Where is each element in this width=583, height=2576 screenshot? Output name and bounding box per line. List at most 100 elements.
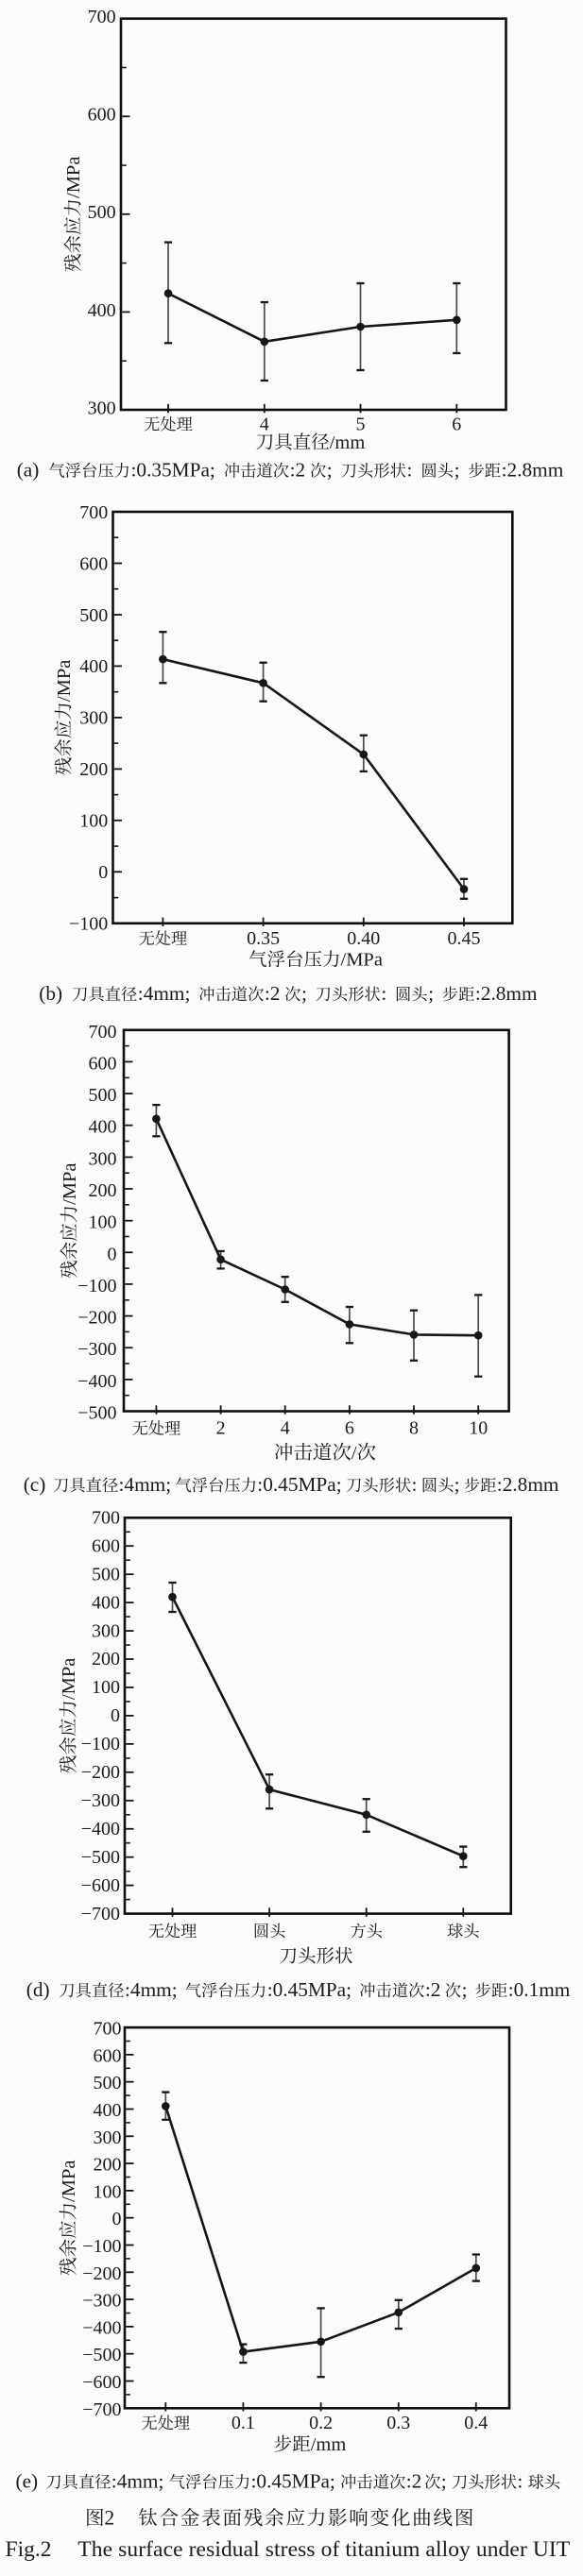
svg-text::: : bbox=[407, 459, 413, 482]
svg-text:400: 400 bbox=[89, 1117, 117, 1138]
svg-text:0: 0 bbox=[108, 1244, 117, 1264]
svg-text:100: 100 bbox=[92, 1677, 120, 1698]
svg-text:−300: −300 bbox=[82, 2291, 121, 2312]
svg-text:−500: −500 bbox=[81, 1847, 120, 1868]
svg-text::4mm;: :4mm; bbox=[111, 2470, 164, 2493]
svg-text:The surface residual stress of: The surface residual stress of titanium … bbox=[77, 2537, 570, 2562]
svg-text:;: ; bbox=[454, 1473, 460, 1496]
svg-text:200: 200 bbox=[94, 2155, 122, 2176]
svg-text:−100: −100 bbox=[82, 2236, 121, 2257]
svg-text:200: 200 bbox=[92, 1649, 120, 1669]
svg-text::2: :2 bbox=[406, 2470, 422, 2493]
svg-text:0.4: 0.4 bbox=[464, 2413, 488, 2433]
svg-text:5: 5 bbox=[356, 414, 366, 434]
svg-text::0.45MPa;: :0.45MPa; bbox=[267, 1978, 352, 2001]
svg-text:Fig.2: Fig.2 bbox=[6, 2537, 52, 2562]
svg-text:0: 0 bbox=[112, 2209, 122, 2229]
svg-text::0.45MPa;: :0.45MPa; bbox=[257, 1473, 341, 1496]
svg-text::4mm;: :4mm; bbox=[138, 982, 191, 1005]
svg-text:/mm: /mm bbox=[311, 2434, 347, 2455]
svg-text::: : bbox=[517, 2470, 523, 2493]
svg-text:−200: −200 bbox=[82, 2263, 121, 2284]
svg-text:0.3: 0.3 bbox=[386, 2413, 410, 2433]
svg-text:/: / bbox=[352, 1443, 357, 1464]
svg-text:8: 8 bbox=[409, 1418, 419, 1439]
svg-text:400: 400 bbox=[92, 1592, 120, 1613]
svg-text:−200: −200 bbox=[77, 1308, 116, 1329]
svg-text:−600: −600 bbox=[81, 1875, 120, 1896]
svg-text::2: :2 bbox=[290, 459, 306, 482]
svg-text:;: ; bbox=[462, 1978, 468, 2001]
svg-text:−200: −200 bbox=[81, 1762, 120, 1783]
svg-text:300: 300 bbox=[79, 708, 108, 729]
svg-text:500: 500 bbox=[88, 202, 116, 223]
svg-text:(b): (b) bbox=[39, 982, 62, 1005]
svg-text:700: 700 bbox=[88, 7, 116, 27]
svg-text:−300: −300 bbox=[81, 1790, 120, 1811]
svg-text:;: ; bbox=[428, 982, 434, 1005]
svg-text:/mm: /mm bbox=[330, 432, 366, 453]
svg-text:300: 300 bbox=[88, 398, 116, 418]
svg-text:4: 4 bbox=[281, 1418, 290, 1439]
svg-text:500: 500 bbox=[89, 1085, 117, 1106]
svg-text:100: 100 bbox=[89, 1212, 117, 1233]
svg-text:200: 200 bbox=[89, 1180, 117, 1201]
svg-text:/MPa: /MPa bbox=[59, 2160, 79, 2201]
svg-text:100: 100 bbox=[94, 2181, 122, 2202]
svg-text:500: 500 bbox=[94, 2073, 122, 2093]
svg-text:0: 0 bbox=[98, 862, 108, 883]
svg-text:−700: −700 bbox=[82, 2399, 121, 2420]
svg-text:6: 6 bbox=[452, 414, 461, 434]
svg-text:;: ; bbox=[441, 2470, 447, 2493]
svg-text:600: 600 bbox=[88, 105, 116, 126]
svg-text:/MPa: /MPa bbox=[54, 660, 75, 702]
svg-text:300: 300 bbox=[92, 1620, 120, 1641]
svg-text:/MPa: /MPa bbox=[59, 1658, 79, 1700]
svg-text:6: 6 bbox=[345, 1418, 354, 1439]
svg-text:500: 500 bbox=[92, 1564, 120, 1585]
svg-text:400: 400 bbox=[94, 2100, 122, 2121]
svg-text:;: ; bbox=[301, 982, 307, 1005]
svg-text:700: 700 bbox=[89, 1022, 117, 1042]
svg-text::4mm;: :4mm; bbox=[119, 1473, 172, 1496]
svg-text:700: 700 bbox=[94, 2019, 122, 2040]
svg-text:−500: −500 bbox=[82, 2345, 121, 2365]
svg-text:;: ; bbox=[327, 459, 333, 482]
svg-text:500: 500 bbox=[79, 605, 108, 626]
svg-text:(e): (e) bbox=[16, 2470, 39, 2493]
svg-text:−600: −600 bbox=[82, 2372, 121, 2393]
svg-text:−500: −500 bbox=[77, 1403, 116, 1424]
svg-text:2: 2 bbox=[104, 2507, 114, 2530]
svg-text:0.40: 0.40 bbox=[347, 928, 380, 949]
svg-text:0: 0 bbox=[111, 1705, 120, 1726]
svg-text::2.8mm: :2.8mm bbox=[475, 982, 538, 1005]
svg-text:−400: −400 bbox=[82, 2317, 121, 2338]
svg-text:−400: −400 bbox=[77, 1371, 116, 1392]
svg-text:−100: −100 bbox=[77, 1276, 116, 1296]
svg-text:600: 600 bbox=[94, 2045, 122, 2066]
svg-text:(d): (d) bbox=[26, 1978, 50, 2001]
svg-text::2: :2 bbox=[265, 982, 281, 1005]
svg-text:200: 200 bbox=[79, 759, 108, 780]
svg-text:2: 2 bbox=[216, 1418, 226, 1439]
svg-text:300: 300 bbox=[89, 1148, 117, 1169]
svg-text::0.1mm: :0.1mm bbox=[508, 1978, 571, 2001]
svg-text:400: 400 bbox=[79, 656, 108, 677]
svg-text:/MPa: /MPa bbox=[63, 157, 84, 198]
svg-text:0.1: 0.1 bbox=[231, 2413, 255, 2433]
svg-text:100: 100 bbox=[79, 811, 108, 832]
svg-text:0.2: 0.2 bbox=[309, 2413, 333, 2433]
svg-text::2.8mm: :2.8mm bbox=[502, 459, 564, 482]
svg-text:(a): (a) bbox=[17, 459, 40, 482]
svg-text:;: ; bbox=[454, 459, 460, 482]
svg-text:600: 600 bbox=[79, 553, 108, 574]
svg-text:600: 600 bbox=[92, 1536, 120, 1557]
svg-text:−100: −100 bbox=[69, 914, 108, 935]
svg-text:0.35: 0.35 bbox=[247, 928, 280, 949]
svg-text::0.35MPa;: :0.35MPa; bbox=[131, 459, 215, 482]
svg-text:400: 400 bbox=[88, 300, 116, 321]
svg-text:−300: −300 bbox=[77, 1339, 116, 1360]
svg-text:0.45: 0.45 bbox=[448, 928, 481, 949]
svg-text:700: 700 bbox=[79, 502, 108, 523]
svg-text:10: 10 bbox=[469, 1418, 488, 1439]
